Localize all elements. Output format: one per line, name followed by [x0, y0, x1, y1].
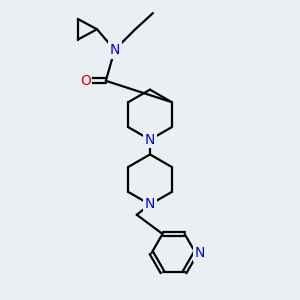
Text: N: N — [145, 133, 155, 147]
Text: N: N — [110, 43, 120, 57]
Text: O: O — [80, 74, 91, 88]
Text: N: N — [195, 246, 205, 260]
Text: N: N — [145, 197, 155, 212]
